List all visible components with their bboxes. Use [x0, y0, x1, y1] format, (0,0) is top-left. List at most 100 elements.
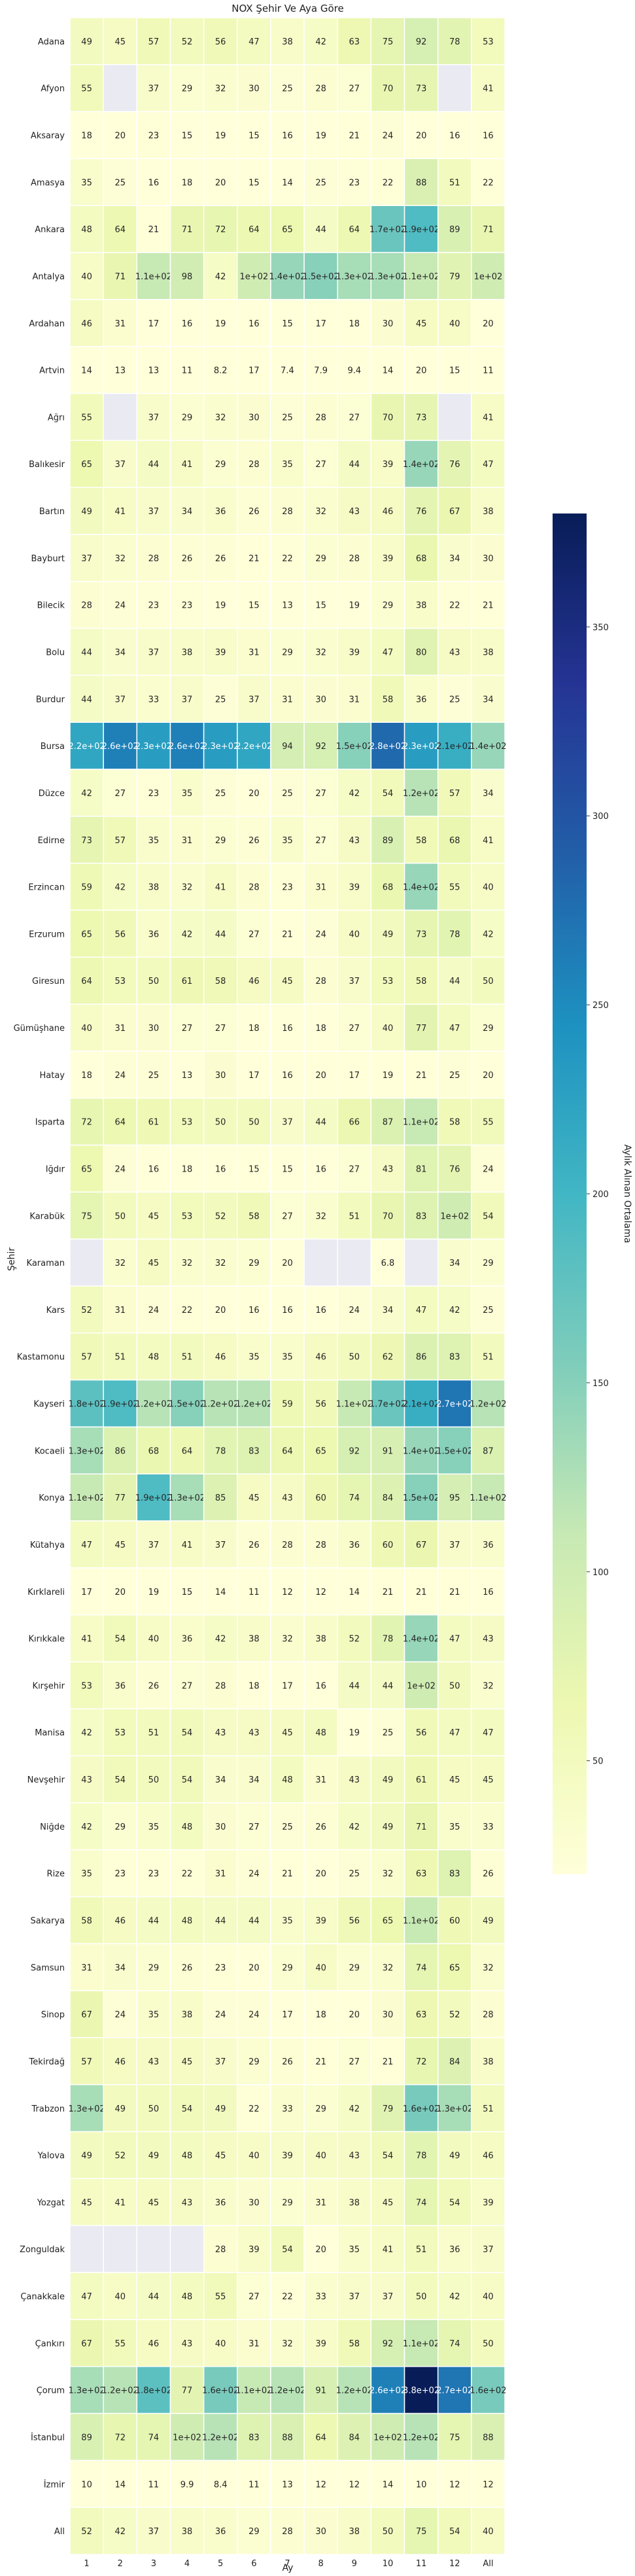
cell-value-label: 46: [249, 977, 260, 986]
cell-value-label: 43: [383, 1164, 394, 1174]
cell-value-label: 43: [483, 1635, 494, 1645]
heatmap-cell: [471, 2272, 506, 2320]
cell-value-label: 37: [449, 1540, 460, 1550]
cell-value-label: 58: [215, 977, 226, 986]
cell-value-label: 67: [81, 2010, 92, 2020]
cell-value-label: 20: [483, 319, 494, 329]
cell-value-label: 51: [114, 1353, 126, 1363]
y-tick-label: Erzincan: [28, 883, 65, 893]
cell-value-label: 72: [215, 225, 226, 235]
cell-value-label: 24: [249, 2010, 260, 2020]
heatmap-cell: [103, 1473, 138, 1522]
colorbar-tick-label: 150: [592, 1379, 609, 1389]
heatmap-cell: [303, 345, 338, 394]
heatmap-cell: [270, 627, 305, 676]
heatmap-cell: [136, 1191, 171, 1240]
cell-value-label: 2.3e+02: [403, 742, 439, 752]
cell-value-label: 19: [349, 601, 360, 611]
cell-value-label: 23: [349, 178, 360, 188]
heatmap-cell: [69, 1238, 104, 1287]
cell-value-label: 21: [383, 2057, 394, 2067]
heatmap-cell: [136, 674, 171, 723]
cell-value-label: 10: [81, 2480, 92, 2490]
cell-value-label: 1.6e+02: [403, 2104, 439, 2114]
heatmap-cell: [270, 111, 305, 160]
heatmap-cell: [237, 674, 271, 723]
cell-value-label: 19: [215, 131, 226, 141]
cell-value-label: 31: [315, 2198, 326, 2208]
heatmap-cell: [69, 1802, 104, 1851]
colorbar-ticks: 50 100 150 200 250 300 350: [587, 623, 609, 1767]
cell-value-label: 37: [282, 1118, 293, 1128]
heatmap-cell: [337, 1567, 372, 1616]
cell-value-label: 37: [215, 1540, 226, 1550]
cell-value-label: 78: [416, 2151, 427, 2161]
heatmap-cell: [69, 769, 104, 817]
heatmap-cell: [303, 1097, 338, 1146]
heatmap-cell: [270, 392, 305, 442]
cell-value-label: 17: [282, 2010, 293, 2020]
heatmap-cell: [169, 2037, 205, 2085]
cell-value-label: 21: [315, 2057, 326, 2067]
cell-value-label: 21: [416, 1071, 427, 1081]
cell-value-label: 62: [383, 1353, 394, 1363]
cell-value-label: 35: [182, 789, 193, 799]
heatmap-cell: [471, 627, 506, 676]
heatmap-cell: [337, 17, 372, 65]
y-tick-label: Amasya: [31, 178, 65, 188]
y-tick-label: Iğdır: [46, 1164, 65, 1174]
cell-value-label: 30: [249, 413, 260, 423]
cell-value-label: 92: [315, 742, 326, 752]
cell-value-label: 37: [148, 648, 160, 658]
cell-value-label: 25: [282, 1822, 293, 1832]
cell-value-label: 28: [81, 601, 92, 611]
cell-value-label: 17: [81, 1588, 92, 1597]
cell-value-label: 37: [114, 460, 126, 470]
cell-value-label: 29: [249, 2057, 260, 2067]
cell-value-label: 37: [81, 554, 92, 564]
cell-value-label: 45: [282, 977, 293, 986]
heatmap-cell: [437, 2365, 472, 2414]
cell-value-label: 86: [114, 1446, 126, 1456]
cell-value-label: 34: [215, 1775, 226, 1785]
cell-value-label: 37: [215, 2057, 226, 2067]
cell-value-label: 21: [349, 131, 360, 141]
heatmap-cell: [403, 2131, 439, 2180]
cell-value-label: 35: [148, 836, 160, 846]
cell-value-label: 54: [383, 789, 394, 799]
colorbar-tick-label: 200: [592, 1190, 609, 1200]
cell-value-label: 11: [249, 2480, 260, 2490]
heatmap-cell: [69, 722, 104, 770]
heatmap-cell: [203, 158, 238, 207]
heatmap-cell: [471, 2178, 506, 2227]
cell-value-label: 92: [416, 37, 427, 47]
heatmap-cell: [136, 1802, 171, 1851]
y-tick-label: Kayseri: [33, 1400, 65, 1410]
cell-value-label: 51: [483, 2104, 494, 2114]
cell-value-label: 22: [383, 178, 394, 188]
heatmap-cell: [303, 17, 338, 65]
cell-value-label: 36: [449, 2245, 460, 2255]
cell-value-label: 18: [182, 1164, 193, 1174]
cell-value-label: 30: [383, 319, 394, 329]
colorbar-gradient: [553, 513, 587, 1874]
heatmap-cell: [337, 1849, 372, 1898]
heatmap-cell: [69, 2412, 104, 2462]
cell-value-label: 52: [81, 1306, 92, 1315]
heatmap-cell: [103, 1849, 138, 1898]
heatmap-cell: [169, 1426, 205, 1475]
y-tick-label: Bolu: [46, 648, 65, 658]
y-tick-label: Ardahan: [29, 319, 65, 329]
heatmap-cell: [237, 64, 271, 113]
cell-value-label: 21: [148, 225, 160, 235]
cell-value-label: 16: [315, 1164, 326, 1174]
heatmap-cell: [370, 1708, 405, 1756]
heatmap-cell: [337, 1379, 372, 1428]
cell-value-label: 54: [449, 2198, 460, 2208]
cell-value-label: 2.2e+02: [69, 742, 105, 752]
cell-value-label: 50: [416, 2292, 427, 2302]
cell-value-label: 32: [215, 1259, 226, 1268]
cell-value-label: 50: [249, 1118, 260, 1128]
heatmap-cell: [69, 1473, 104, 1522]
cell-value-label: 85: [215, 1493, 226, 1503]
